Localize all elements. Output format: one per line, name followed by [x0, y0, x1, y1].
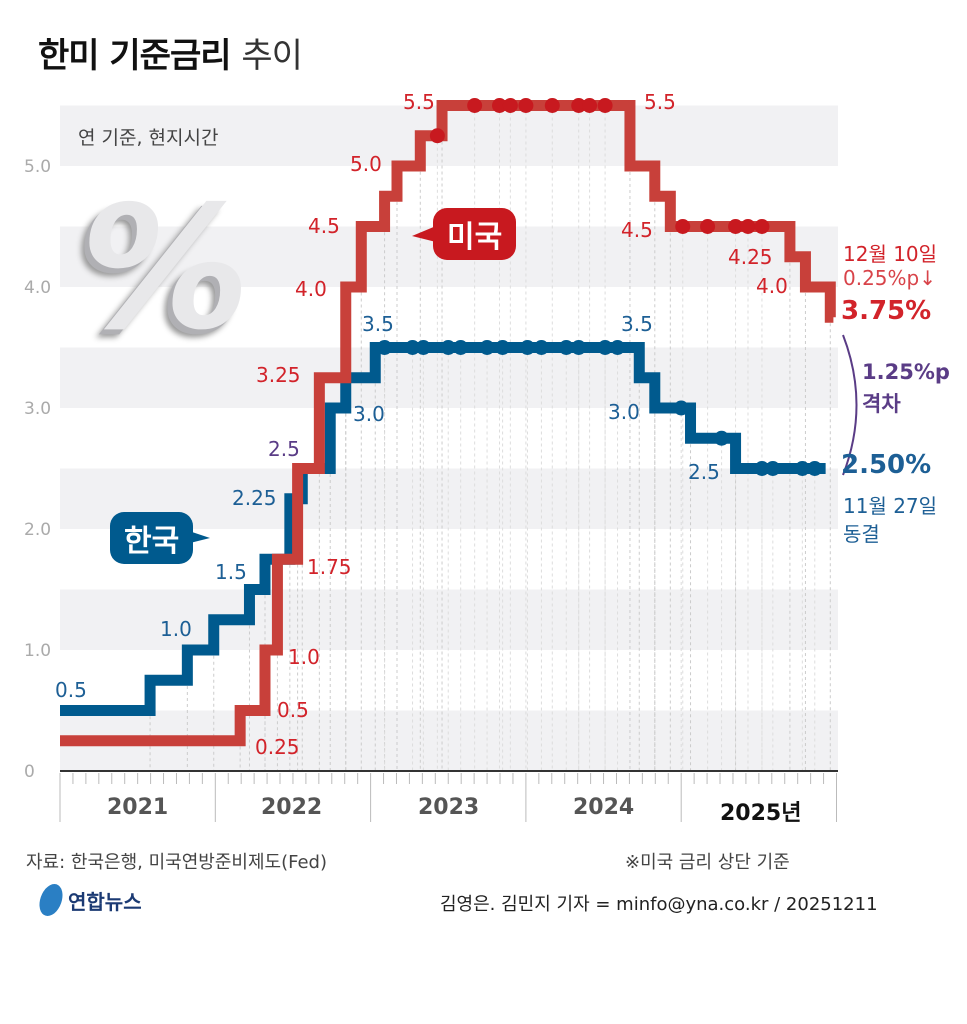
korea-label: 0.5: [55, 678, 87, 702]
korea-label: 3.0: [608, 400, 640, 424]
korea-bubble-pointer: [186, 530, 210, 544]
korea-label: 2.5: [688, 460, 720, 484]
korea-hold-dot: [479, 340, 495, 355]
us-hold-dot: [582, 98, 598, 113]
korea-hold-dot: [415, 340, 431, 355]
x-tick: 2021: [107, 795, 169, 820]
us-bubble-pointer: [412, 226, 436, 242]
us-hold-dot: [700, 219, 716, 234]
us-date: 12월 10일: [843, 242, 938, 266]
source-note: 자료: 한국은행, 미국연방준비제도(Fed): [26, 852, 327, 873]
us-label: 0.25: [255, 735, 300, 759]
korea-hold-dot: [807, 461, 823, 476]
korea-date: 11월 27일: [843, 494, 938, 518]
gap-value: 1.25%p: [862, 360, 950, 384]
korea-hold-dot: [673, 400, 689, 416]
y-tick: 4.0: [24, 278, 52, 298]
us-hold-dot: [429, 128, 445, 144]
y-tick: 1.0: [24, 641, 52, 661]
x-tick: 2023: [418, 795, 480, 820]
us-label: 5.5: [644, 90, 676, 114]
korea-hold-dot: [765, 461, 781, 476]
title-bold: 한미 기준금리: [38, 36, 232, 76]
korea-label: 3.5: [362, 312, 394, 336]
korea-hold-dot: [794, 461, 810, 476]
gap-bracket: [842, 334, 858, 476]
y-tick: 3.0: [24, 399, 52, 419]
us-hold-dot: [502, 98, 518, 113]
x-tick: 2025년: [720, 801, 802, 826]
shared-label: 2.5: [268, 437, 300, 461]
korea-label: 3.0: [353, 402, 385, 426]
korea-hold-dot: [571, 340, 587, 355]
korea-hold-dot: [754, 461, 770, 476]
us-hold-dot: [467, 98, 483, 113]
korea-hold-dot: [377, 340, 393, 355]
x-tick: 2022: [261, 795, 323, 820]
us-label: 1.0: [288, 645, 320, 669]
basis-note: ※미국 금리 상단 기준: [625, 852, 790, 873]
us-legend-bubble: 미국: [433, 208, 517, 260]
korea-hold-dot: [495, 340, 511, 355]
page-title: 한미 기준금리 추이: [38, 28, 303, 77]
us-label: 0.5: [277, 698, 309, 722]
us-label: 1.75: [307, 555, 352, 579]
korea-hold-dot: [597, 340, 613, 355]
us-hold-dot: [754, 219, 770, 234]
grid-band: [60, 105, 838, 166]
korea-hold-dot: [714, 430, 730, 446]
yonhap-logo-text: 연합뉴스: [68, 890, 142, 914]
y-tick: 0: [24, 762, 35, 782]
us-label: 5.0: [350, 152, 382, 176]
korea-hold-dot: [519, 340, 535, 355]
us-hold-dot: [675, 219, 691, 234]
y-tick: 5.0: [24, 157, 52, 177]
us-rate: 3.75%: [841, 296, 932, 326]
grid-band: [60, 347, 838, 408]
korea-hold-dot: [405, 340, 421, 355]
unit-note: 연 기준, 현지시간: [78, 127, 219, 149]
korea-label: 1.5: [215, 560, 247, 584]
korea-hold-dot: [610, 340, 626, 355]
us-label: 4.25: [728, 245, 773, 269]
korea-legend-bubble: 한국: [110, 512, 194, 564]
us-hold-dot: [728, 219, 744, 234]
us-label: 4.0: [756, 274, 788, 298]
korea-label: 2.25: [232, 486, 277, 510]
korea-label: 1.0: [160, 617, 192, 641]
korea-hold-dot: [558, 340, 574, 355]
us-hold-dot: [597, 98, 613, 113]
us-label: 4.5: [308, 214, 340, 238]
y-tick: 2.0: [24, 520, 52, 540]
grid-band: [60, 589, 838, 650]
korea-rate: 2.50%: [841, 450, 932, 480]
us-hold-dot: [544, 98, 560, 113]
us-change: 0.25%p↓: [843, 266, 936, 290]
us-hold-dot: [518, 98, 534, 113]
percent-decoration-icon: %: [80, 170, 251, 368]
us-hold-dot: [740, 219, 756, 234]
korea-change: 동결: [843, 522, 880, 546]
us-label: 5.5: [403, 90, 435, 114]
x-tick: 2024: [573, 795, 635, 820]
us-label: 3.25: [256, 363, 301, 387]
korea-label: 3.5: [621, 312, 653, 336]
us-rate-line: [60, 100, 836, 747]
korea-hold-dot: [533, 340, 549, 355]
gap-label: 격차: [862, 392, 901, 416]
us-label: 4.5: [621, 218, 653, 242]
credit: 김영은. 김민지 기자 = minfo@yna.co.kr / 20251211: [440, 894, 878, 915]
korea-hold-dot: [453, 340, 469, 355]
us-hold-dot: [491, 98, 507, 113]
title-light: 추이: [241, 36, 303, 76]
us-label: 4.0: [295, 277, 327, 301]
us-hold-dot: [571, 98, 587, 113]
korea-hold-dot: [440, 340, 456, 355]
